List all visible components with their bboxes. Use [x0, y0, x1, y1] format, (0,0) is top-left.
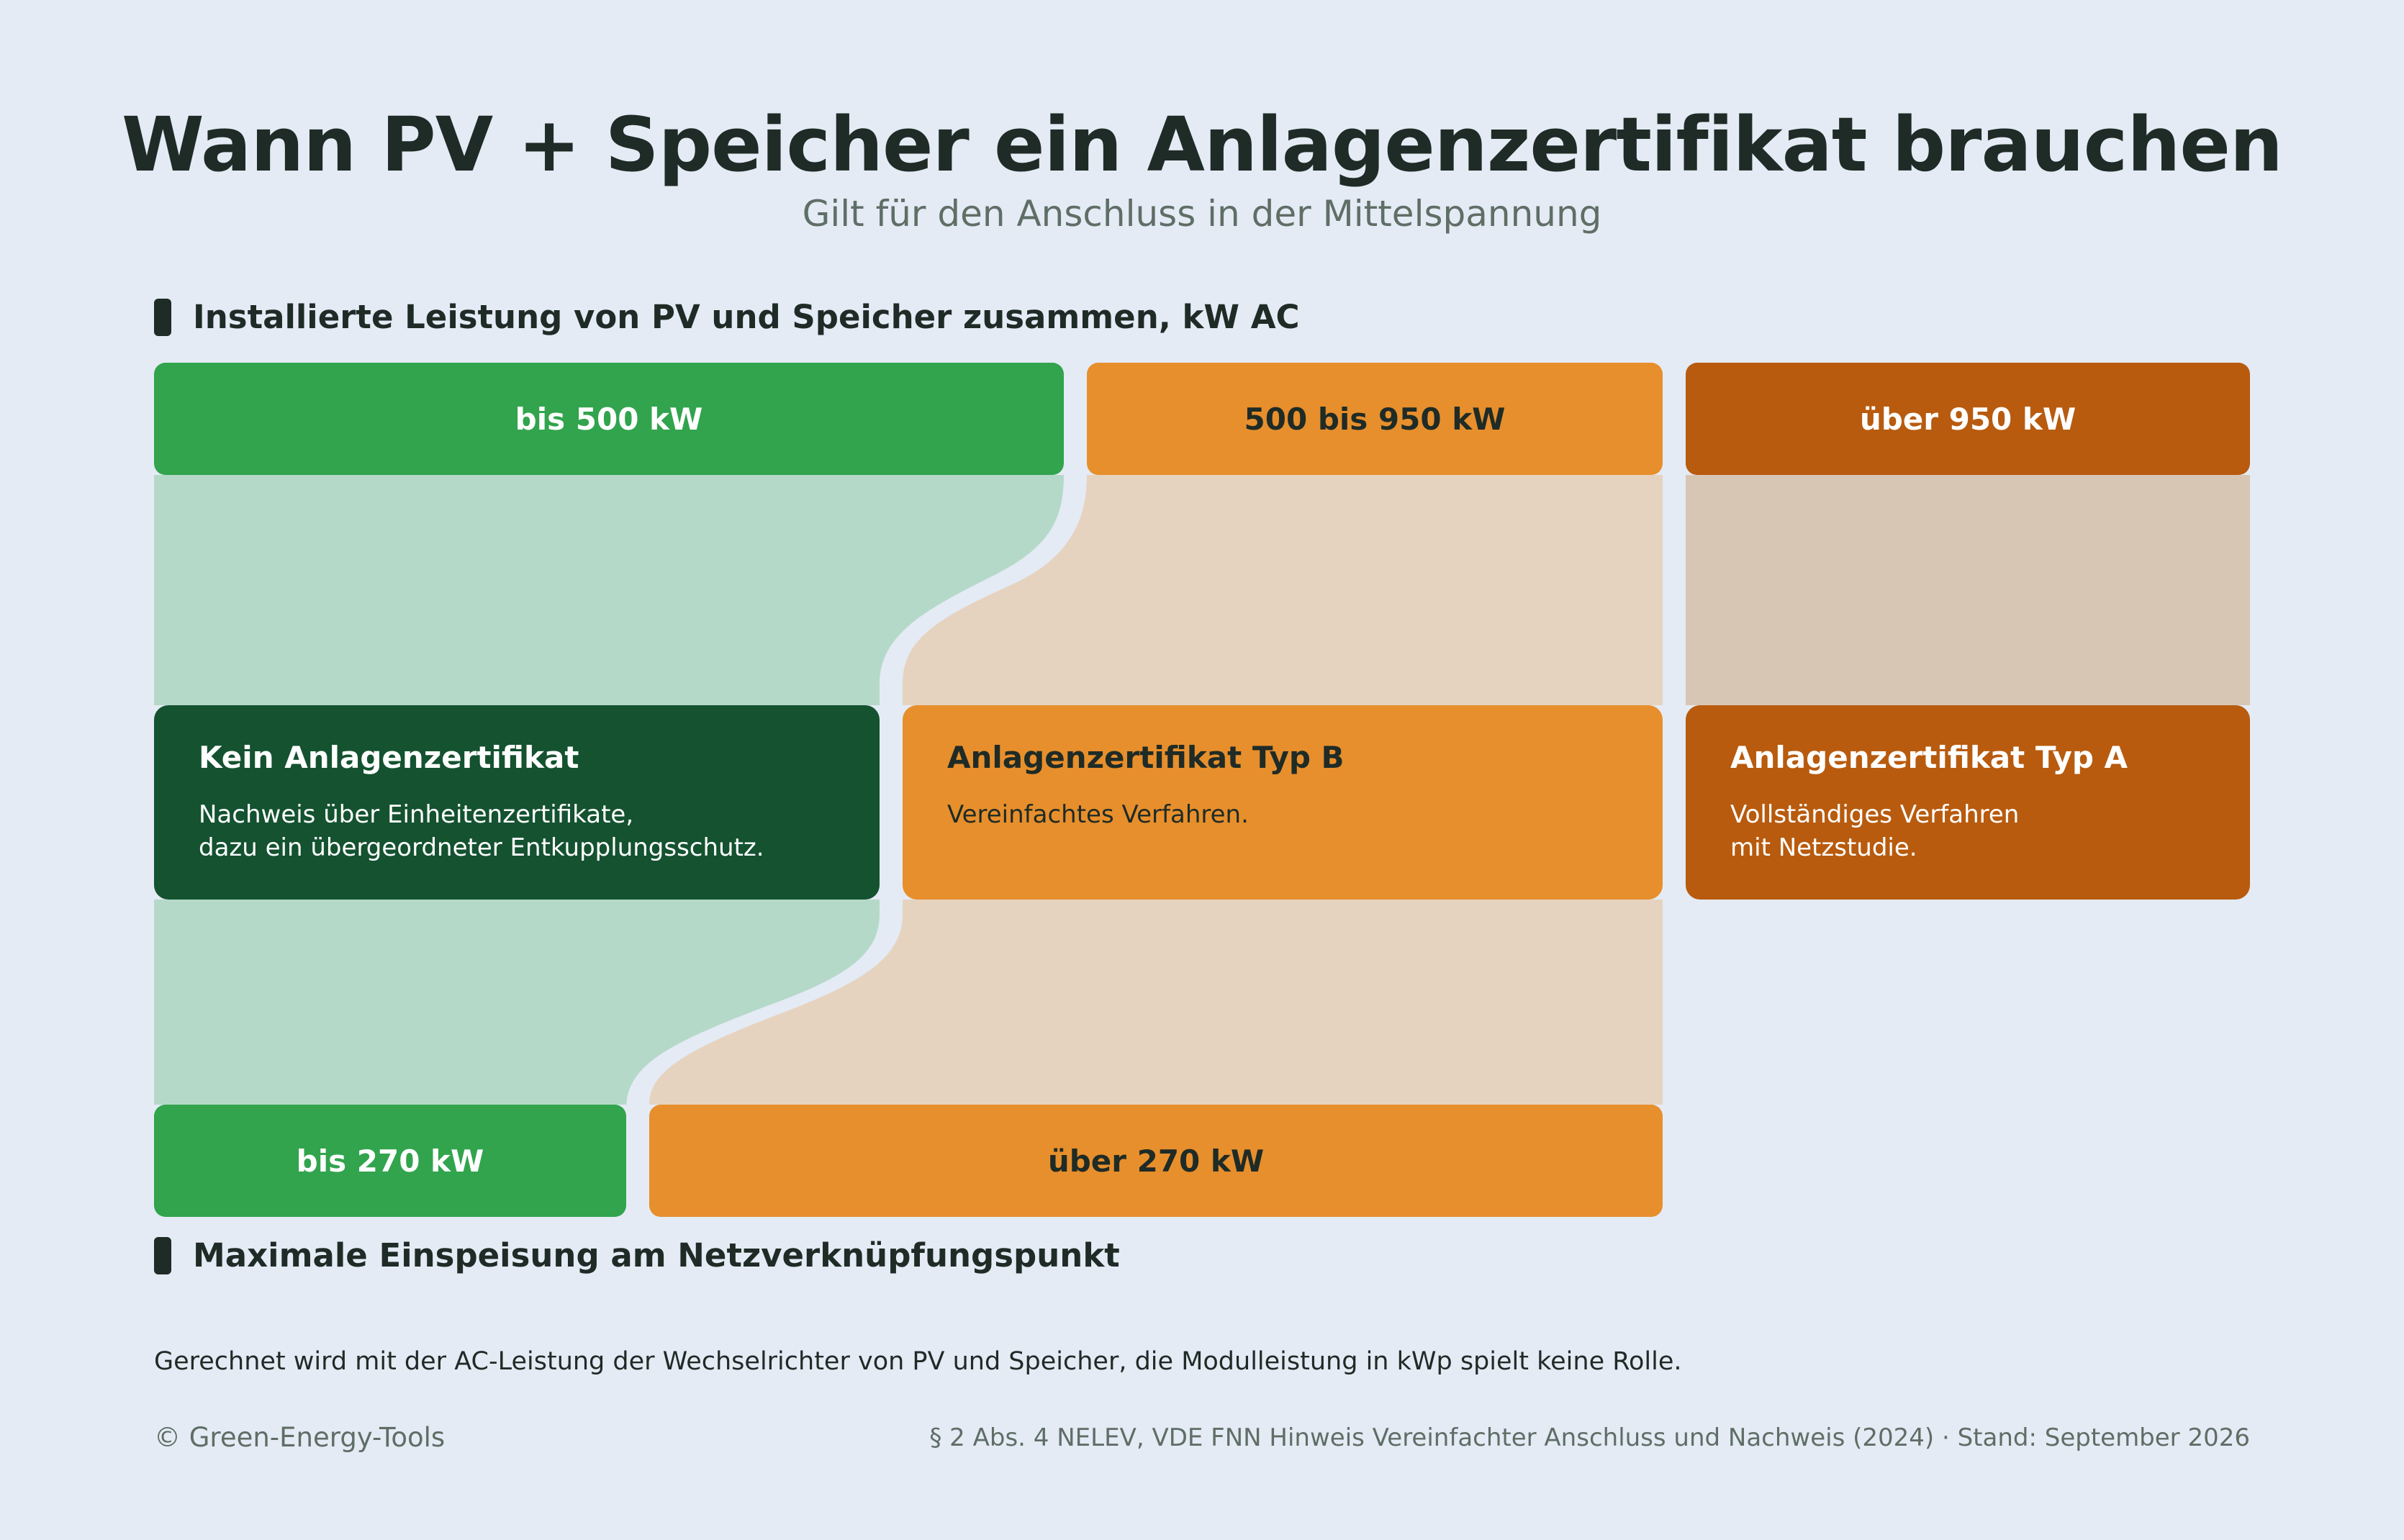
result-description: Vollständiges Verfahren mit Netzstudie. [1730, 798, 2205, 864]
band-bis-500: bis 500 kW [154, 363, 1064, 475]
bottom-axis-label-text: Maximale Einspeisung am Netzverknüpfungs… [193, 1236, 1120, 1274]
band-ueber-270: über 270 kW [649, 1105, 1663, 1217]
result-description: Vereinfachtes Verfahren. [947, 798, 1618, 831]
flow-green-bottom [154, 900, 880, 1108]
result-typ-b: Anlagenzertifikat Typ B Vereinfachtes Ve… [903, 705, 1663, 900]
axis-marker-icon [154, 1236, 171, 1274]
band-ueber-950: über 950 kW [1686, 363, 2250, 475]
result-description: Nachweis über Einheitenzertifikate, dazu… [199, 798, 835, 864]
result-line: Vereinfachtes Verfahren. [947, 800, 1249, 829]
result-title: Kein Anlagenzertifikat [199, 740, 579, 775]
axis-marker-icon [154, 298, 171, 336]
band-500-bis-950: 500 bis 950 kW [1087, 363, 1663, 475]
result-kein-zertifikat: Kein Anlagenzertifikat Nachweis über Ein… [154, 705, 880, 900]
result-line: Vollständiges Verfahren [1730, 800, 2020, 829]
band-bis-270: bis 270 kW [154, 1105, 626, 1217]
flow-orange-top [903, 475, 1663, 705]
result-title: Anlagenzertifikat Typ B [947, 740, 1345, 775]
top-axis-label: Installierte Leistung von PV und Speiche… [154, 298, 1300, 336]
flow-brown-top [1686, 475, 2250, 705]
credit: © Green-Energy-Tools [154, 1422, 446, 1453]
page-title: Wann PV + Speicher ein Anlagenzertifikat… [122, 101, 2283, 189]
source: § 2 Abs. 4 NELEV, VDE FNN Hinweis Verein… [929, 1423, 2250, 1452]
result-line: mit Netzstudie. [1730, 833, 1917, 862]
result-line: Nachweis über Einheitenzertifikate, [199, 800, 634, 829]
bottom-axis-label: Maximale Einspeisung am Netzverknüpfungs… [154, 1236, 1120, 1274]
result-title: Anlagenzertifikat Typ A [1730, 740, 2128, 775]
result-line: dazu ein übergeordneter Entkupplungsschu… [199, 833, 764, 862]
page-subtitle: Gilt für den Anschluss in der Mittelspan… [802, 193, 1602, 235]
flow-green-top [154, 475, 1064, 705]
result-typ-a: Anlagenzertifikat Typ A Vollständiges Ve… [1686, 705, 2250, 900]
footnote: Gerechnet wird mit der AC-Leistung der W… [154, 1347, 1682, 1376]
flow-orange-bottom [649, 900, 1663, 1105]
top-axis-label-text: Installierte Leistung von PV und Speiche… [193, 298, 1300, 336]
